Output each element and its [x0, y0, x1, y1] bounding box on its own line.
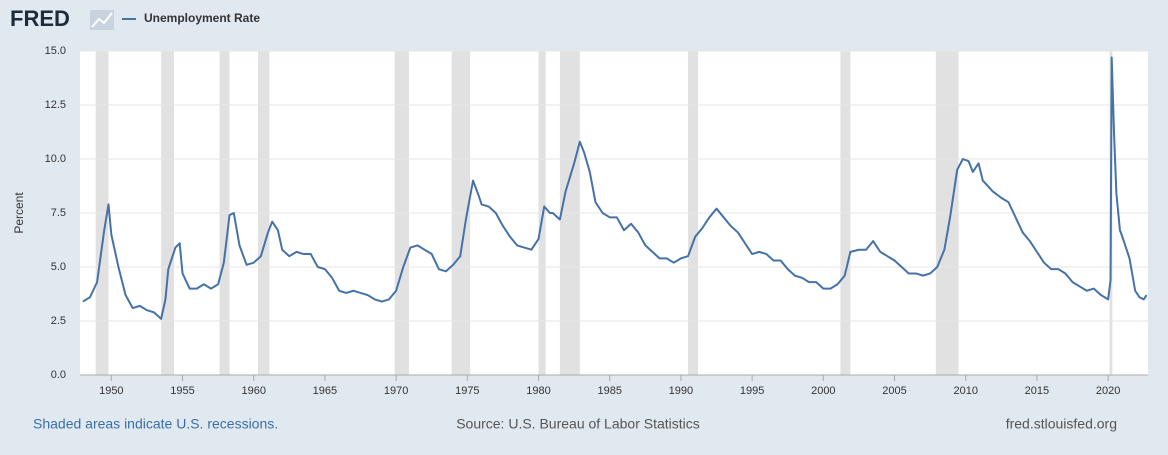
x-tick-label: 1950 — [99, 385, 123, 397]
x-tick-label: 2015 — [1025, 385, 1049, 397]
x-tick-label: 1985 — [597, 385, 621, 397]
y-tick-label: 10.0 — [45, 153, 66, 165]
y-tick-label: 12.5 — [45, 99, 66, 111]
y-axis-label: Percent — [12, 192, 26, 234]
x-tick-label: 1955 — [170, 385, 194, 397]
x-tick-label: 2010 — [953, 385, 977, 397]
x-tick-label: 1990 — [669, 385, 693, 397]
logo: FRED — [10, 6, 70, 31]
y-tick-label: 15.0 — [45, 45, 66, 57]
site-link[interactable]: fred.stlouisfed.org — [1006, 416, 1117, 432]
y-tick-label: 7.5 — [51, 207, 66, 219]
y-tick-label: 0.0 — [51, 369, 66, 381]
x-tick-label: 2005 — [882, 385, 906, 397]
x-tick-label: 1970 — [384, 385, 408, 397]
source: Source: U.S. Bureau of Labor Statistics — [456, 416, 700, 432]
legend-label: Unemployment Rate — [144, 11, 260, 25]
x-tick-label: 1960 — [241, 385, 265, 397]
x-tick-label: 2000 — [811, 385, 835, 397]
x-tick-label: 1975 — [455, 385, 479, 397]
x-tick-label: 1980 — [526, 385, 550, 397]
y-tick-label: 5.0 — [51, 261, 66, 273]
logo-icon — [90, 10, 114, 30]
series-line — [82, 56, 1148, 320]
recession-note[interactable]: Shaded areas indicate U.S. recessions. — [33, 416, 278, 432]
y-tick-label: 2.5 — [51, 315, 66, 327]
x-tick-label: 1995 — [740, 385, 764, 397]
x-tick-label: 2020 — [1096, 385, 1120, 397]
x-tick-label: 1965 — [313, 385, 337, 397]
